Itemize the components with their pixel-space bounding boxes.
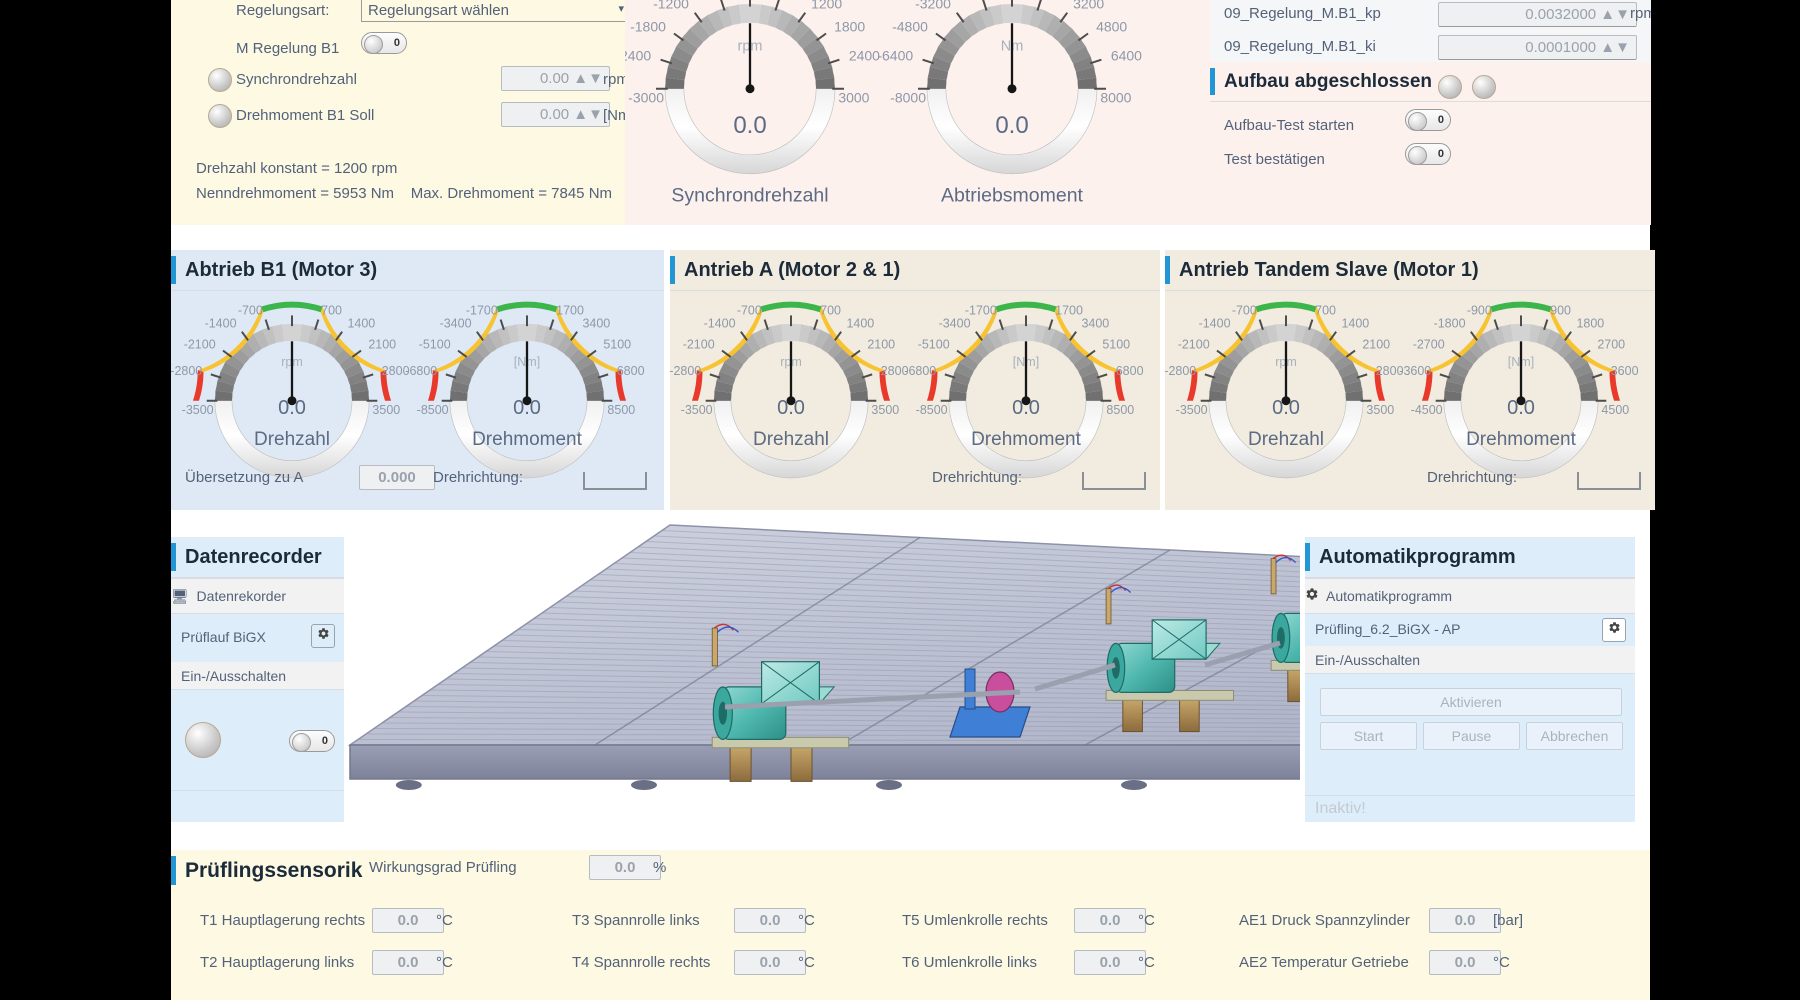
svg-text:3200: 3200	[1073, 0, 1104, 12]
svg-text:700: 700	[820, 304, 841, 318]
svg-text:-2400: -2400	[625, 48, 652, 64]
svg-text:-2800: -2800	[171, 364, 202, 378]
svg-text:8500: 8500	[1107, 403, 1135, 417]
svg-text:6800: 6800	[617, 364, 645, 378]
svg-text:-700: -700	[237, 304, 262, 318]
svg-text:Synchrondrehzahl: Synchrondrehzahl	[672, 185, 829, 207]
svg-text:-1400: -1400	[204, 317, 236, 331]
svg-text:-1800: -1800	[1434, 317, 1466, 331]
svg-text:0.0: 0.0	[995, 112, 1028, 139]
svg-text:6400: 6400	[1111, 48, 1142, 64]
svg-text:-700: -700	[1231, 304, 1256, 318]
svg-text:900: 900	[1550, 304, 1571, 318]
svg-text:-900: -900	[1467, 304, 1492, 318]
svg-text:-1200: -1200	[653, 0, 689, 12]
svg-text:Drehmoment: Drehmoment	[472, 429, 583, 450]
svg-text:-1700: -1700	[965, 304, 997, 318]
svg-text:1700: 1700	[556, 304, 584, 318]
svg-text:-2800: -2800	[1165, 364, 1196, 378]
svg-text:-4500: -4500	[1411, 403, 1443, 417]
svg-text:3400: 3400	[1082, 317, 1110, 331]
svg-text:-1800: -1800	[630, 19, 666, 35]
svg-text:-1700: -1700	[466, 304, 498, 318]
svg-text:-8000: -8000	[890, 90, 926, 106]
svg-text:-2100: -2100	[1177, 338, 1209, 352]
svg-text:0.0: 0.0	[777, 397, 805, 419]
svg-text:-3400: -3400	[440, 317, 472, 331]
svg-text:-3600: -3600	[1399, 364, 1431, 378]
svg-text:4500: 4500	[1602, 403, 1630, 417]
svg-text:3600: 3600	[1611, 364, 1639, 378]
svg-text:-3500: -3500	[680, 403, 712, 417]
svg-text:Drehzahl: Drehzahl	[1248, 429, 1324, 450]
svg-text:-2800: -2800	[670, 364, 701, 378]
svg-text:2700: 2700	[1598, 338, 1626, 352]
svg-text:-6800: -6800	[405, 364, 437, 378]
svg-text:-3500: -3500	[1175, 403, 1207, 417]
svg-text:-2100: -2100	[183, 338, 215, 352]
svg-text:Abtriebsmoment: Abtriebsmoment	[941, 185, 1084, 207]
svg-text:-3400: -3400	[939, 317, 971, 331]
svg-text:-700: -700	[736, 304, 761, 318]
svg-text:700: 700	[1315, 304, 1336, 318]
svg-text:4800: 4800	[1096, 19, 1127, 35]
svg-text:1800: 1800	[1577, 317, 1605, 331]
svg-text:0.0: 0.0	[1012, 397, 1040, 419]
svg-text:Drehmoment: Drehmoment	[971, 429, 1082, 450]
svg-text:Drehzahl: Drehzahl	[753, 429, 829, 450]
svg-text:5100: 5100	[604, 338, 632, 352]
svg-text:-3000: -3000	[628, 90, 664, 106]
svg-text:0.0: 0.0	[734, 112, 767, 139]
svg-text:700: 700	[321, 304, 342, 318]
svg-text:5100: 5100	[1103, 338, 1131, 352]
svg-text:0.0: 0.0	[513, 397, 541, 419]
svg-text:8000: 8000	[1100, 90, 1131, 106]
svg-text:-4800: -4800	[892, 19, 928, 35]
svg-text:Drehzahl: Drehzahl	[254, 429, 330, 450]
svg-text:-2100: -2100	[682, 338, 714, 352]
svg-text:-8500: -8500	[417, 403, 449, 417]
svg-text:0.0: 0.0	[1272, 397, 1300, 419]
svg-text:3400: 3400	[583, 317, 611, 331]
svg-text:-3500: -3500	[181, 403, 213, 417]
svg-text:0.0: 0.0	[278, 397, 306, 419]
svg-text:0.0: 0.0	[1507, 397, 1535, 419]
svg-text:-5100: -5100	[918, 338, 950, 352]
svg-text:-1400: -1400	[703, 317, 735, 331]
svg-text:-5100: -5100	[419, 338, 451, 352]
svg-text:-3200: -3200	[915, 0, 951, 12]
svg-text:6800: 6800	[1116, 364, 1144, 378]
svg-text:-6800: -6800	[904, 364, 936, 378]
svg-text:-1400: -1400	[1198, 317, 1230, 331]
svg-text:-2700: -2700	[1413, 338, 1445, 352]
svg-text:Drehmoment: Drehmoment	[1466, 429, 1577, 450]
svg-text:-8500: -8500	[916, 403, 948, 417]
svg-text:8500: 8500	[608, 403, 636, 417]
svg-text:1700: 1700	[1055, 304, 1083, 318]
svg-text:-6400: -6400	[877, 48, 913, 64]
